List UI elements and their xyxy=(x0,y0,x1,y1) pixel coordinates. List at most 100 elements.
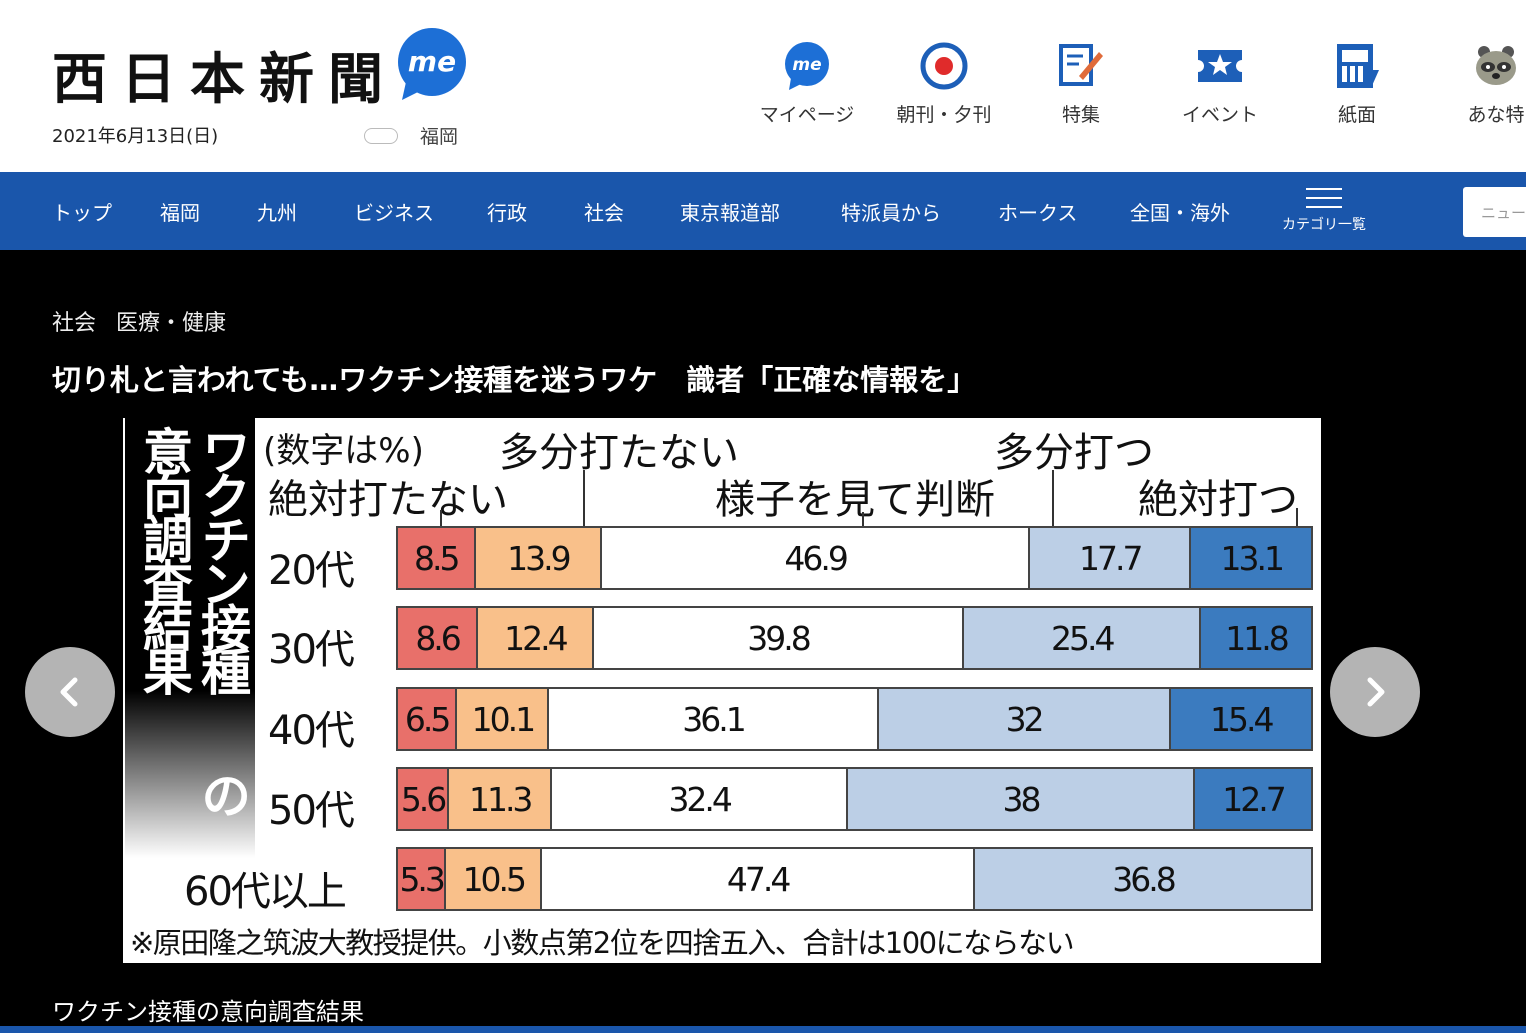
weather-widget[interactable]: 福岡 xyxy=(364,122,458,149)
nav-feature-label: 特集 xyxy=(1061,104,1100,126)
legend-pointer xyxy=(440,510,442,534)
bar-row-20s: 8.5 13.9 46.9 17.7 13.1 xyxy=(396,526,1313,590)
feature-pen-icon xyxy=(1059,44,1103,86)
current-date: 2021年6月13日(日) xyxy=(52,126,219,147)
category-menu-label: カテゴリ一覧 xyxy=(1282,217,1366,233)
bar-segment: 12.4 xyxy=(478,608,594,668)
bottom-stripe xyxy=(0,1026,1526,1033)
bar-segment: 10.1 xyxy=(457,689,550,749)
graphic-vertical-title: ワクチン接種 意向調査結果 の xyxy=(125,418,255,858)
legend-wait-and-see: 様子を見て判断 xyxy=(715,477,995,523)
bar-segment: 5.3 xyxy=(398,849,447,909)
raccoon-icon xyxy=(1476,46,1516,85)
chevron-right-icon xyxy=(1367,677,1385,707)
paper-page-icon xyxy=(1337,44,1379,88)
bar-segment: 17.7 xyxy=(1030,528,1192,588)
chevron-left-icon xyxy=(60,677,78,707)
age-label-20s: 20代 xyxy=(268,548,355,594)
nav-national-world[interactable]: 全国・海外 xyxy=(1130,201,1230,225)
legend-pointer xyxy=(1052,470,1054,534)
nav-paper-label: 紙面 xyxy=(1337,104,1376,126)
unit-note: (数字は%) xyxy=(263,431,424,471)
nav-mypage-label: マイページ xyxy=(759,104,855,126)
nav-paper[interactable]: 紙面 xyxy=(1297,40,1417,127)
me-icon: me xyxy=(785,42,829,90)
bar-segment: 6.5 xyxy=(398,689,458,749)
nav-top[interactable]: トップ xyxy=(52,201,112,225)
age-label-40s: 40代 xyxy=(268,708,355,754)
me-badge-text: me xyxy=(408,45,456,78)
bar-segment: 46.9 xyxy=(602,528,1031,588)
me-badge-icon[interactable]: me xyxy=(392,26,472,102)
site-logo[interactable]: 西日本新聞 xyxy=(52,46,398,111)
legend-probably-not: 多分打たない xyxy=(499,430,739,476)
nav-anatoku[interactable]: あな特 xyxy=(1436,40,1526,127)
bar-segment: 11.8 xyxy=(1201,608,1311,668)
bar-segment: 13.1 xyxy=(1191,528,1311,588)
nav-shakai[interactable]: 社会 xyxy=(584,201,624,225)
search-input[interactable]: ニュース xyxy=(1463,187,1526,237)
legend-definitely-yes: 絶対打つ xyxy=(1138,477,1298,523)
hamburger-menu-icon xyxy=(1306,188,1342,208)
vertical-title-col2: 意向調査結果 xyxy=(135,426,193,690)
graphic-footnote: ※原田隆之筑波大教授提供。小数点第2位を四捨五入、合計は100にならない xyxy=(130,926,1075,960)
legend-pointer xyxy=(1296,508,1298,534)
site-header: 西日本新聞 me 2021年6月13日(日) 福岡 me マイページ 朝刊・夕刊… xyxy=(0,0,1526,172)
bar-segment: 8.6 xyxy=(398,608,479,668)
legend-definitely-not: 絶対打たない xyxy=(268,477,508,523)
legend-probably-yes: 多分打つ xyxy=(994,430,1154,476)
nav-correspondents[interactable]: 特派員から xyxy=(841,201,941,225)
image-caption: ワクチン接種の意向調査結果 xyxy=(52,998,364,1026)
carousel-prev-button[interactable] xyxy=(25,647,115,737)
event-ticket-icon xyxy=(1198,50,1242,82)
bar-segment: 32 xyxy=(878,689,1171,749)
nav-anatoku-label: あな特 xyxy=(1467,104,1525,126)
bar-row-40s: 6.5 10.1 36.1 32 15.4 xyxy=(396,687,1313,751)
bar-segment: 12.7 xyxy=(1195,769,1311,829)
bar-segment: 5.6 xyxy=(398,769,450,829)
cloud-icon xyxy=(364,127,398,144)
nav-event-label: イベント xyxy=(1181,104,1258,126)
bar-row-30s: 8.6 12.4 39.8 25.4 11.8 xyxy=(396,606,1313,670)
nav-feature[interactable]: 特集 xyxy=(1021,40,1141,127)
age-label-30s: 30代 xyxy=(268,627,355,673)
nav-editions-label: 朝刊・夕刊 xyxy=(896,104,992,126)
legend-pointer xyxy=(862,512,864,536)
age-label-50s: 50代 xyxy=(268,788,355,834)
bar-segment: 8.5 xyxy=(398,528,476,588)
legend-pointer xyxy=(583,470,585,534)
nav-business[interactable]: ビジネス xyxy=(354,201,434,225)
bar-segment: 39.8 xyxy=(593,608,965,668)
bar-row-60s-plus: 5.3 10.5 47.4 36.8 xyxy=(396,847,1313,911)
bar-segment: 10.5 xyxy=(446,849,543,909)
category-menu-button[interactable]: カテゴリ一覧 xyxy=(1279,188,1369,234)
category-link[interactable]: 医療・健康 xyxy=(116,311,227,336)
nav-fukuoka[interactable]: 福岡 xyxy=(160,201,200,225)
bar-segment: 38 xyxy=(848,769,1196,829)
nav-hawks[interactable]: ホークス xyxy=(998,201,1078,225)
nav-kyushu[interactable]: 九州 xyxy=(257,201,297,225)
bar-segment: 47.4 xyxy=(542,849,975,909)
bar-segment: 36.1 xyxy=(549,689,879,749)
category-link[interactable]: 社会 xyxy=(52,311,97,336)
bar-segment: 11.3 xyxy=(449,769,553,829)
svg-text:me: me xyxy=(792,55,821,75)
nav-event[interactable]: イベント xyxy=(1160,40,1280,127)
article-categories: 社会 医療・健康 xyxy=(52,305,226,337)
bar-segment: 25.4 xyxy=(964,608,1202,668)
bar-segment: 15.4 xyxy=(1170,689,1311,749)
bar-row-50s: 5.6 11.3 32.4 38 12.7 xyxy=(396,767,1313,831)
vertical-title-col1: ワクチン接種 xyxy=(193,426,251,690)
category-navbar: トップ 福岡 九州 ビジネス 行政 社会 東京報道部 特派員から ホークス 全国… xyxy=(0,172,1526,250)
vertical-title-no: の xyxy=(193,770,251,814)
article-title: 切り札と言われても…ワクチン接種を迷うワケ 識者「正確な情報を」 xyxy=(52,363,977,397)
nav-gyosei[interactable]: 行政 xyxy=(487,201,527,225)
weather-location: 福岡 xyxy=(420,126,459,148)
newspaper-target-icon xyxy=(920,42,968,90)
bar-segment: 32.4 xyxy=(552,769,849,829)
bar-segment: 13.9 xyxy=(475,528,603,588)
nav-tokyo-bureau[interactable]: 東京報道部 xyxy=(680,201,780,225)
nav-mypage[interactable]: me マイページ xyxy=(747,40,867,127)
carousel-next-button[interactable] xyxy=(1330,647,1420,737)
nav-editions[interactable]: 朝刊・夕刊 xyxy=(884,40,1004,127)
